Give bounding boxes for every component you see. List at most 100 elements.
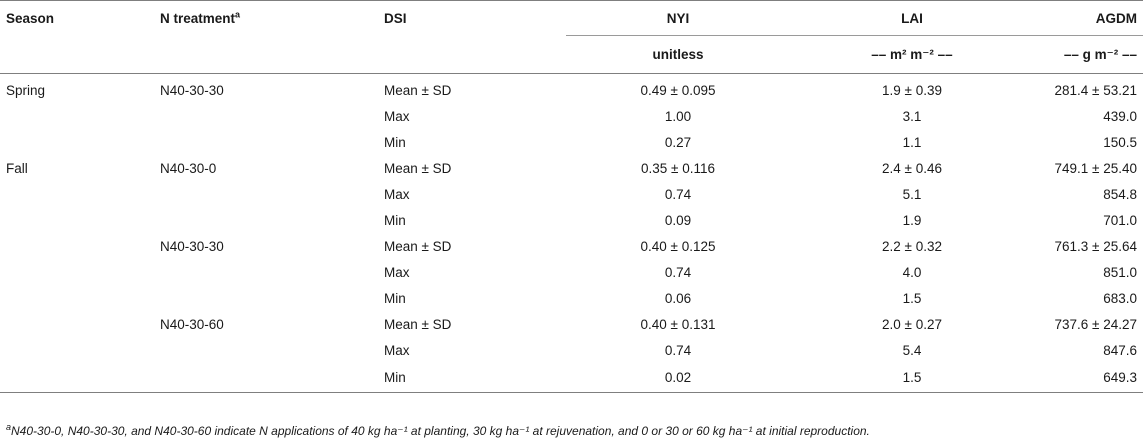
cell-n-treatment: N40-30-60 [160,316,224,332]
cell-nyi: 0.74 [664,264,692,280]
table-row: Min 0.27 1.1 150.5 [0,129,1143,155]
cell-agdm: 737.6 ± 24.27 [1054,316,1137,332]
cell-dsi: Min [384,134,406,150]
cell-agdm: 439.0 [1103,108,1137,124]
cell-n-treatment: N40-30-30 [160,238,224,254]
cell-n-treatment [148,207,372,233]
cell-lai: 1.9 ± 0.39 [882,82,942,98]
cell-n-treatment: N40-30-0 [160,160,217,176]
cell-lai: 4.0 [902,264,922,280]
table-footnote: aN40-30-0, N40-30-30, and N40-30-60 indi… [6,422,870,439]
cell-n-treatment [148,363,372,393]
cell-season [0,311,148,337]
cell-lai: 1.9 [902,212,922,228]
cell-lai: 1.5 [902,290,922,306]
cell-n-treatment [148,259,372,285]
cell-lai: 1.5 [790,363,1034,393]
cell-dsi: Max [384,108,410,124]
header-lai: LAI [790,0,1034,36]
table-row: N40-30-60 Mean ± SD 0.40 ± 0.131 2.0 ± 0.27… [0,311,1143,337]
units-agdm: –– g m⁻² –– [1034,35,1143,74]
table-row: Min 0.09 1.9 701.0 [0,207,1143,233]
table-row: Min 0.02 1.5 649.3 [0,363,1143,393]
cell-nyi: 0.49 ± 0.095 [640,82,716,98]
cell-dsi: Max [384,342,410,358]
cell-agdm: 150.5 [1103,134,1137,150]
table-row: Min 0.06 1.5 683.0 [0,285,1143,311]
cell-season [0,103,148,129]
units-row: unitless –– m² m⁻² –– –– g m⁻² –– [0,35,1143,74]
table-row: Max 0.74 5.1 854.8 [0,181,1143,207]
units-nyi: unitless [566,35,790,74]
data-table: Season N treatmenta DSI NYI LAI AGDM uni… [0,0,1143,393]
cell-n-treatment [148,129,372,155]
cell-n-treatment [148,337,372,363]
table-row: Max 0.74 4.0 851.0 [0,259,1143,285]
cell-nyi: 0.09 [664,212,692,228]
footnote-marker: a [6,422,12,432]
cell-agdm: 854.8 [1103,186,1137,202]
cell-agdm: 701.0 [1103,212,1137,228]
table-row: Max 1.00 3.1 439.0 [0,103,1143,129]
cell-dsi: Min [372,363,566,393]
cell-season [0,285,148,311]
units-lai: –– m² m⁻² –– [790,35,1034,74]
cell-nyi: 0.74 [664,342,692,358]
header-nyi: NYI [566,0,790,36]
header-n-treatment: N treatmenta [148,0,372,36]
cell-lai: 2.2 ± 0.32 [882,238,942,254]
cell-nyi: 0.27 [664,134,692,150]
header-n-treatment-footnote-marker: a [235,9,241,20]
header-agdm: AGDM [1034,0,1143,36]
cell-season [0,207,148,233]
cell-dsi: Max [384,264,410,280]
cell-nyi: 1.00 [664,108,692,124]
cell-season [0,233,148,259]
header-dsi: DSI [372,0,566,36]
cell-nyi: 0.06 [664,290,692,306]
table-row: Max 0.74 5.4 847.6 [0,337,1143,363]
header-season: Season [0,0,148,36]
cell-season [0,129,148,155]
cell-season [0,181,148,207]
header-row: Season N treatmenta DSI NYI LAI AGDM [0,0,1143,36]
cell-agdm: 851.0 [1103,264,1137,280]
cell-dsi: Min [384,290,406,306]
table-row: Spring N40-30-30 Mean ± SD 0.49 ± 0.095 1.9 … [0,74,1143,104]
cell-lai: 5.4 [902,342,922,358]
table-row: Fall N40-30-0 Mean ± SD 0.35 ± 0.116 2.4 ± 0… [0,155,1143,181]
cell-lai: 2.4 ± 0.46 [882,160,942,176]
cell-lai: 2.0 ± 0.27 [882,316,942,332]
cell-agdm: 649.3 [1034,363,1143,393]
cell-nyi: 0.02 [566,363,790,393]
cell-dsi: Max [384,186,410,202]
header-n-treatment-label: N treatment [160,10,236,26]
footnote-text: N40-30-0, N40-30-30, and N40-30-60 indic… [11,424,870,438]
cell-season: Spring [6,82,46,98]
cell-agdm: 749.1 ± 25.40 [1054,160,1137,176]
cell-n-treatment: N40-30-30 [160,82,224,98]
cell-nyi: 0.40 ± 0.131 [640,316,716,332]
cell-lai: 3.1 [902,108,922,124]
cell-lai: 5.1 [902,186,922,202]
cell-dsi: Mean ± SD [384,160,452,176]
cell-agdm: 761.3 ± 25.64 [1054,238,1137,254]
cell-n-treatment [148,181,372,207]
cell-season [0,363,148,393]
cell-nyi: 0.35 ± 0.116 [641,160,715,176]
cell-nyi: 0.74 [664,186,692,202]
units-empty-season [0,35,148,74]
units-empty-n [148,35,372,74]
cell-agdm: 683.0 [1103,290,1137,306]
cell-season [0,337,148,363]
units-empty-dsi [372,35,566,74]
cell-lai: 1.1 [902,134,922,150]
cell-agdm: 847.6 [1103,342,1137,358]
cell-season [0,259,148,285]
table-body: Spring N40-30-30 Mean ± SD 0.49 ± 0.095 1.9 … [0,74,1143,393]
cell-agdm: 281.4 ± 53.21 [1054,82,1137,98]
cell-dsi: Min [384,212,406,228]
cell-n-treatment [148,285,372,311]
cell-season: Fall [6,160,28,176]
